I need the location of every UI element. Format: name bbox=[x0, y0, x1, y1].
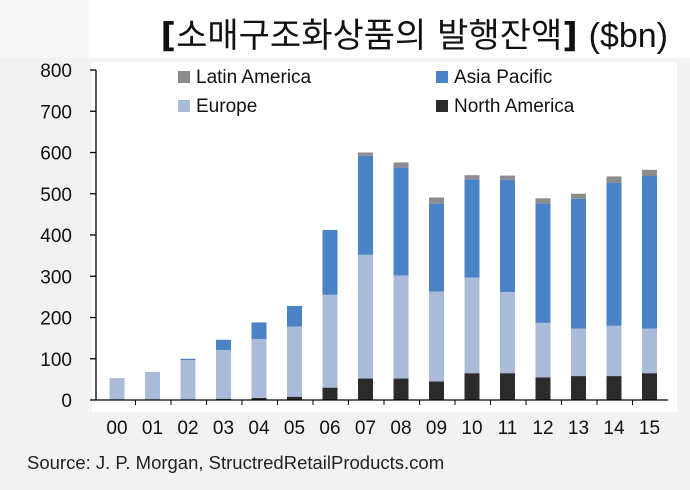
bar-segment-europe bbox=[571, 328, 586, 377]
bar-segment-north-america bbox=[251, 397, 267, 400]
y-tick-label: 700 bbox=[40, 102, 72, 123]
x-tick-label: 11 bbox=[498, 418, 518, 439]
x-tick-label: 13 bbox=[568, 418, 589, 439]
x-tick-label: 08 bbox=[390, 418, 411, 439]
x-tick-label: 05 bbox=[284, 418, 305, 439]
y-tick-label: 500 bbox=[40, 185, 72, 206]
legend-swatch bbox=[436, 71, 448, 83]
bar-segment-asia-pacific bbox=[429, 203, 444, 292]
bar-segment-europe bbox=[287, 326, 302, 397]
bar-segment-latin-america bbox=[535, 198, 551, 204]
bar-segment-europe bbox=[216, 350, 231, 399]
bar-segment-europe bbox=[642, 328, 657, 374]
bar-segment-europe bbox=[180, 359, 196, 400]
x-tick-label: 07 bbox=[355, 418, 376, 439]
bar-segment-latin-america bbox=[642, 169, 657, 177]
x-tick-label: 01 bbox=[142, 418, 163, 439]
x-tick-label: 14 bbox=[603, 418, 625, 439]
background-panel-left bbox=[0, 0, 90, 58]
bar-segment-north-america bbox=[358, 378, 373, 400]
bar-segment-asia-pacific bbox=[535, 203, 551, 323]
bar-segment-asia-pacific bbox=[251, 322, 267, 339]
chart-title: [소매구조화상품의 발행잔액] ($bn) bbox=[0, 8, 668, 57]
bar-segment-north-america bbox=[322, 387, 338, 400]
x-axis: 00 01 02 03 04 05 06 07 08 09 10 11 12 13 14 15 bbox=[96, 399, 668, 439]
y-tick-label: 800 bbox=[40, 61, 72, 82]
x-tick-label: 06 bbox=[319, 418, 340, 439]
bar-segment-europe bbox=[606, 325, 622, 377]
legend-swatch bbox=[436, 100, 448, 112]
legend-label: Asia Pacific bbox=[454, 67, 552, 88]
bar-segment-asia-pacific bbox=[287, 305, 302, 327]
bar-segment-latin-america bbox=[500, 175, 515, 180]
bar-segment-north-america bbox=[429, 381, 444, 400]
y-tick-label: 100 bbox=[40, 350, 72, 371]
bar-segment-europe bbox=[251, 338, 267, 398]
bar-segment-europe bbox=[429, 291, 444, 382]
bar-segment-latin-america bbox=[393, 162, 409, 168]
source-note: Source: J. P. Morgan, StructredRetailPro… bbox=[27, 452, 445, 473]
bar-segment-asia-pacific bbox=[393, 167, 409, 276]
chart-legend: Latin America Asia Pacific Europe North Ame… bbox=[178, 67, 575, 117]
x-tick-label: 12 bbox=[532, 418, 553, 439]
bars bbox=[109, 152, 657, 400]
y-tick-label: 200 bbox=[40, 309, 72, 330]
bar-segment-asia-pacific bbox=[571, 198, 586, 329]
x-tick-label: 15 bbox=[639, 418, 660, 439]
bar-segment-north-america bbox=[287, 396, 302, 400]
bar-segment-latin-america bbox=[464, 175, 480, 180]
bar-segment-north-america bbox=[642, 373, 657, 400]
bar-segment-latin-america bbox=[429, 197, 444, 204]
x-tick-label: 00 bbox=[106, 418, 127, 439]
bar-segment-europe bbox=[393, 275, 409, 379]
y-tick-label: 400 bbox=[40, 226, 72, 247]
x-tick-label: 09 bbox=[426, 418, 447, 439]
bar-segment-north-america bbox=[500, 373, 515, 400]
title-unit: ($bn) bbox=[588, 17, 668, 55]
x-tick-label: 04 bbox=[248, 418, 270, 439]
bar-segment-north-america bbox=[535, 377, 551, 400]
title-bracket-close: ] bbox=[562, 16, 578, 56]
legend-label: Latin America bbox=[196, 67, 312, 88]
bar-segment-north-america bbox=[606, 376, 622, 400]
bar-segment-europe bbox=[464, 277, 480, 374]
bar-segment-asia-pacific bbox=[464, 179, 480, 278]
x-tick-label: 02 bbox=[177, 418, 198, 439]
legend-label: North America bbox=[454, 96, 575, 117]
x-tick-label: 03 bbox=[213, 418, 234, 439]
legend-label: Europe bbox=[196, 96, 257, 117]
bar-segment-europe bbox=[322, 294, 338, 388]
bar-segment-europe bbox=[145, 371, 160, 400]
bar-segment-north-america bbox=[571, 376, 586, 400]
legend-swatch bbox=[178, 100, 190, 112]
y-tick-label: 600 bbox=[40, 144, 72, 165]
bar-segment-europe bbox=[358, 254, 373, 379]
bar-segment-latin-america bbox=[606, 176, 622, 183]
bar-segment-europe bbox=[109, 378, 125, 400]
bar-segment-asia-pacific bbox=[216, 339, 231, 351]
plot-area bbox=[92, 62, 677, 412]
bar-segment-north-america bbox=[393, 378, 409, 400]
bar-segment-asia-pacific bbox=[180, 358, 196, 360]
x-tick-label: 10 bbox=[461, 418, 482, 439]
bar-segment-north-america bbox=[464, 373, 480, 400]
bar-segment-latin-america bbox=[571, 193, 586, 199]
bar-segment-asia-pacific bbox=[358, 155, 373, 255]
y-axis: 0 100 200 300 400 500 600 700 800 bbox=[40, 61, 97, 412]
bar-segment-asia-pacific bbox=[322, 230, 338, 295]
y-tick-label: 0 bbox=[61, 391, 72, 412]
legend-swatch bbox=[178, 71, 190, 83]
y-tick-label: 300 bbox=[40, 267, 72, 288]
bar-segment-asia-pacific bbox=[642, 176, 657, 329]
bar-segment-asia-pacific bbox=[500, 179, 515, 292]
title-bracket-open: [ bbox=[160, 16, 177, 56]
bar-segment-europe bbox=[535, 322, 551, 378]
bar-segment-latin-america bbox=[358, 152, 373, 156]
bar-segment-europe bbox=[500, 291, 515, 374]
title-text: 소매구조화상품의 발행잔액 bbox=[176, 16, 563, 56]
bar-segment-asia-pacific bbox=[606, 182, 622, 326]
